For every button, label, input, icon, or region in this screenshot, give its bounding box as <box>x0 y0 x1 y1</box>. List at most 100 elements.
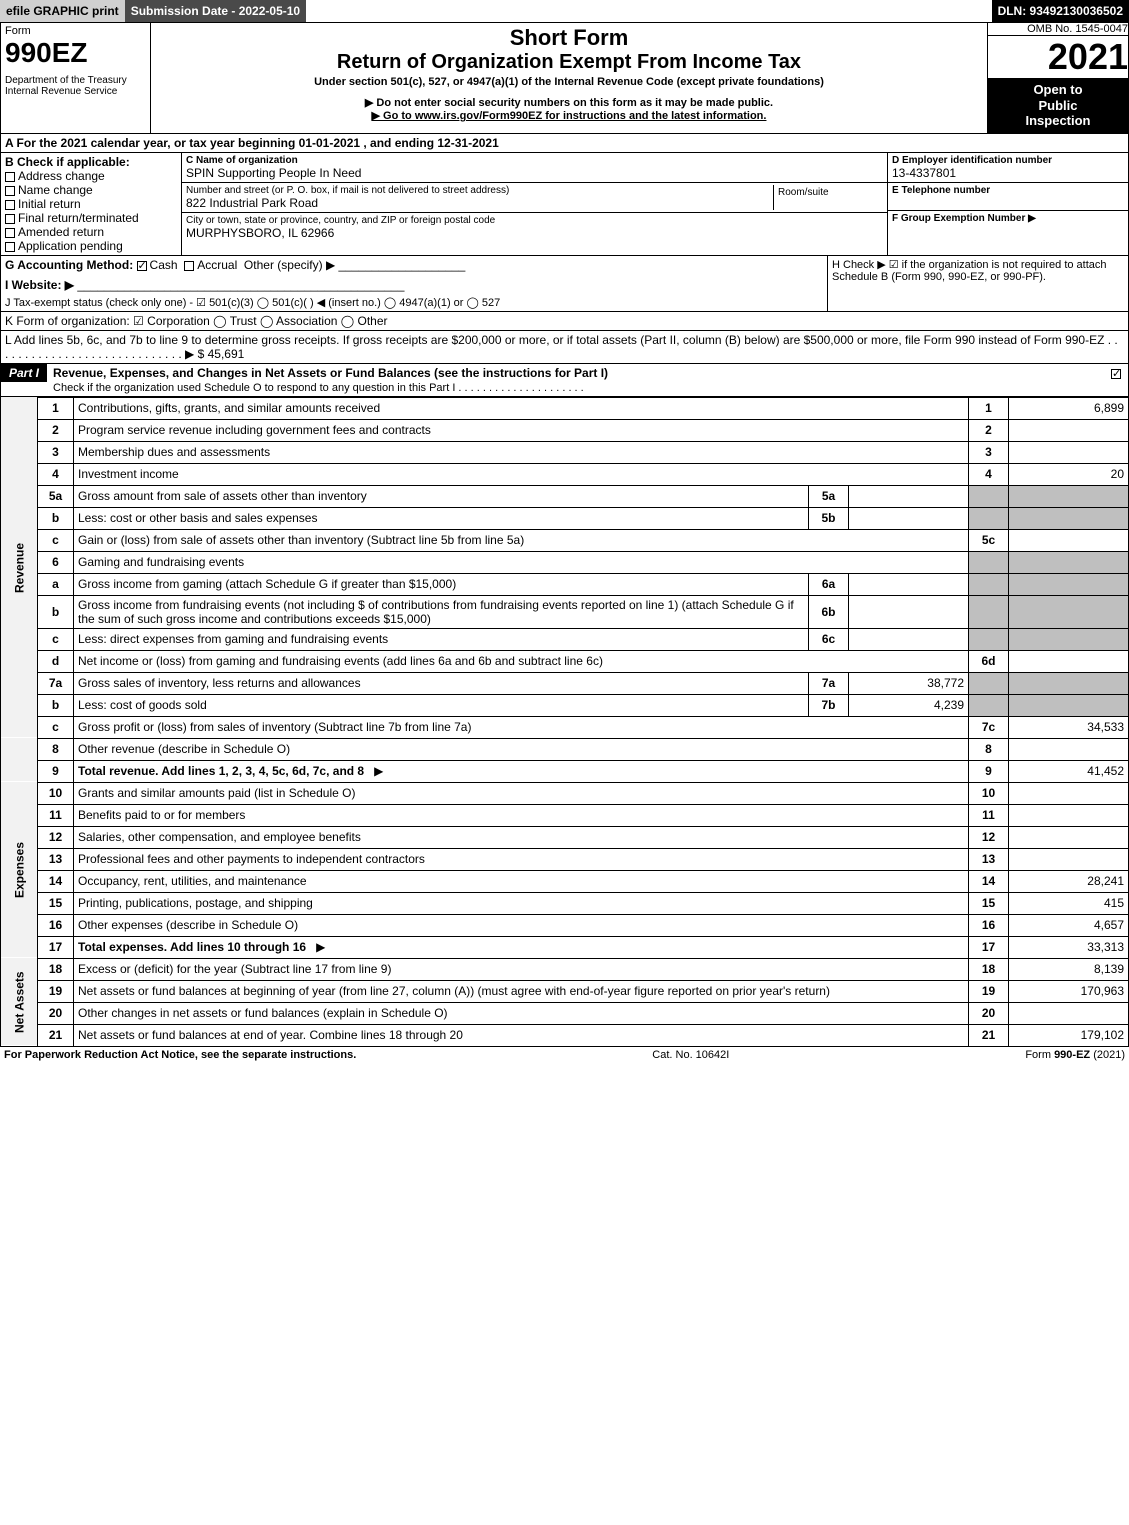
l5c-num: 5c <box>969 529 1009 551</box>
part1-header: Part I Revenue, Expenses, and Changes in… <box>0 364 1129 397</box>
section-l: L Add lines 5b, 6c, and 7b to line 9 to … <box>0 331 1129 364</box>
l4-no: 4 <box>38 463 74 485</box>
opt-final-return[interactable]: Final return/terminated <box>5 211 177 225</box>
l7a-shade2 <box>1009 672 1129 694</box>
title-block: Short Form Return of Organization Exempt… <box>151 23 988 133</box>
l3-num: 3 <box>969 441 1009 463</box>
l8-no: 8 <box>38 738 74 760</box>
l14-no: 14 <box>38 870 74 892</box>
l3-val <box>1009 441 1129 463</box>
opt-application-pending[interactable]: Application pending <box>5 239 177 253</box>
l7c-val: 34,533 <box>1009 716 1129 738</box>
inspection-l1: Open to <box>990 82 1126 98</box>
g-accrual: Accrual <box>197 258 237 272</box>
l5b-subval <box>849 507 969 529</box>
h-text: H Check ▶ ☑ if the organization is not r… <box>832 258 1124 283</box>
l5a-sub: 5a <box>809 485 849 507</box>
vlabel-netassets: Net Assets <box>1 958 38 1046</box>
opt-address-change[interactable]: Address change <box>5 169 177 183</box>
part1-schedule-o-check[interactable] <box>1111 369 1121 379</box>
l6d-no: d <box>38 650 74 672</box>
l6d-num: 6d <box>969 650 1009 672</box>
l10-no: 10 <box>38 782 74 804</box>
l7c-num: 7c <box>969 716 1009 738</box>
l14-val: 28,241 <box>1009 870 1129 892</box>
l7a-desc: Gross sales of inventory, less returns a… <box>74 672 809 694</box>
l6b-shade2 <box>1009 595 1129 628</box>
l10-val <box>1009 782 1129 804</box>
l6b-desc: Gross income from fundraising events (no… <box>74 595 809 628</box>
l6a-subval <box>849 573 969 595</box>
section-h: H Check ▶ ☑ if the organization is not r… <box>828 256 1128 311</box>
l21-val: 179,102 <box>1009 1024 1129 1046</box>
l5a-desc: Gross amount from sale of assets other t… <box>74 485 809 507</box>
opt-initial-return[interactable]: Initial return <box>5 197 177 211</box>
l11-num: 11 <box>969 804 1009 826</box>
l5c-desc: Gain or (loss) from sale of assets other… <box>74 529 969 551</box>
l16-no: 16 <box>38 914 74 936</box>
l13-val <box>1009 848 1129 870</box>
l16-desc: Other expenses (describe in Schedule O) <box>74 914 969 936</box>
l1-desc: Contributions, gifts, grants, and simila… <box>74 397 969 419</box>
l6d-desc: Net income or (loss) from gaming and fun… <box>74 650 969 672</box>
l13-desc: Professional fees and other payments to … <box>74 848 969 870</box>
l6a-shade2 <box>1009 573 1129 595</box>
l11-desc: Benefits paid to or for members <box>74 804 969 826</box>
section-c: C Name of organization SPIN Supporting P… <box>181 153 888 255</box>
l19-no: 19 <box>38 980 74 1002</box>
vlabel-expenses: Expenses <box>1 782 38 958</box>
l2-num: 2 <box>969 419 1009 441</box>
part1-check-text: Check if the organization used Schedule … <box>53 382 584 394</box>
l17-num: 17 <box>969 936 1009 958</box>
efile-print[interactable]: efile GRAPHIC print <box>0 0 125 22</box>
l9-num: 9 <box>969 760 1009 782</box>
goto-link[interactable]: ▶ Go to www.irs.gov/Form990EZ for instru… <box>155 109 983 122</box>
ein: 13-4337801 <box>892 166 1124 180</box>
section-b-label: B Check if applicable: <box>5 155 177 169</box>
section-k: K Form of organization: ☑ Corporation ◯ … <box>0 312 1129 331</box>
dln: DLN: 93492130036502 <box>992 0 1129 22</box>
l5b-shade <box>969 507 1009 529</box>
l21-desc: Net assets or fund balances at end of ye… <box>74 1024 969 1046</box>
opt-amended-return[interactable]: Amended return <box>5 225 177 239</box>
l13-no: 13 <box>38 848 74 870</box>
inspection-l2: Public <box>990 98 1126 114</box>
omb-number: OMB No. 1545-0047 <box>988 23 1128 36</box>
l12-num: 12 <box>969 826 1009 848</box>
opt-name-change[interactable]: Name change <box>5 183 177 197</box>
l14-desc: Occupancy, rent, utilities, and maintena… <box>74 870 969 892</box>
l17-no: 17 <box>38 936 74 958</box>
g-accrual-check[interactable] <box>184 261 194 271</box>
section-j: J Tax-exempt status (check only one) - ☑… <box>5 296 823 309</box>
l19-desc: Net assets or fund balances at beginning… <box>74 980 969 1002</box>
l6b-shade <box>969 595 1009 628</box>
topbar-spacer <box>306 0 991 22</box>
c-label: C Name of organization <box>186 155 883 166</box>
l6a-desc: Gross income from gaming (attach Schedul… <box>74 573 809 595</box>
l21-no: 21 <box>38 1024 74 1046</box>
l19-val: 170,963 <box>1009 980 1129 1002</box>
l5b-sub: 5b <box>809 507 849 529</box>
l6-shade <box>969 551 1009 573</box>
l6-desc: Gaming and fundraising events <box>74 551 969 573</box>
l4-desc: Investment income <box>74 463 969 485</box>
g-cash-check[interactable] <box>137 261 147 271</box>
footer-left: For Paperwork Reduction Act Notice, see … <box>4 1049 356 1061</box>
l18-no: 18 <box>38 958 74 980</box>
footer-right: Form 990-EZ (2021) <box>1025 1049 1125 1061</box>
l11-val <box>1009 804 1129 826</box>
return-title: Return of Organization Exempt From Incom… <box>155 51 983 74</box>
l1-num: 1 <box>969 397 1009 419</box>
section-def: D Employer identification number 13-4337… <box>888 153 1128 255</box>
l12-no: 12 <box>38 826 74 848</box>
l10-desc: Grants and similar amounts paid (list in… <box>74 782 969 804</box>
l5b-shade2 <box>1009 507 1129 529</box>
top-bar: efile GRAPHIC print Submission Date - 20… <box>0 0 1129 22</box>
l6d-val <box>1009 650 1129 672</box>
inspection-badge: Open to Public Inspection <box>988 78 1128 133</box>
l17-val: 33,313 <box>1009 936 1129 958</box>
l15-desc: Printing, publications, postage, and shi… <box>74 892 969 914</box>
l11-no: 11 <box>38 804 74 826</box>
l18-num: 18 <box>969 958 1009 980</box>
part1-label: Part I <box>1 364 47 382</box>
